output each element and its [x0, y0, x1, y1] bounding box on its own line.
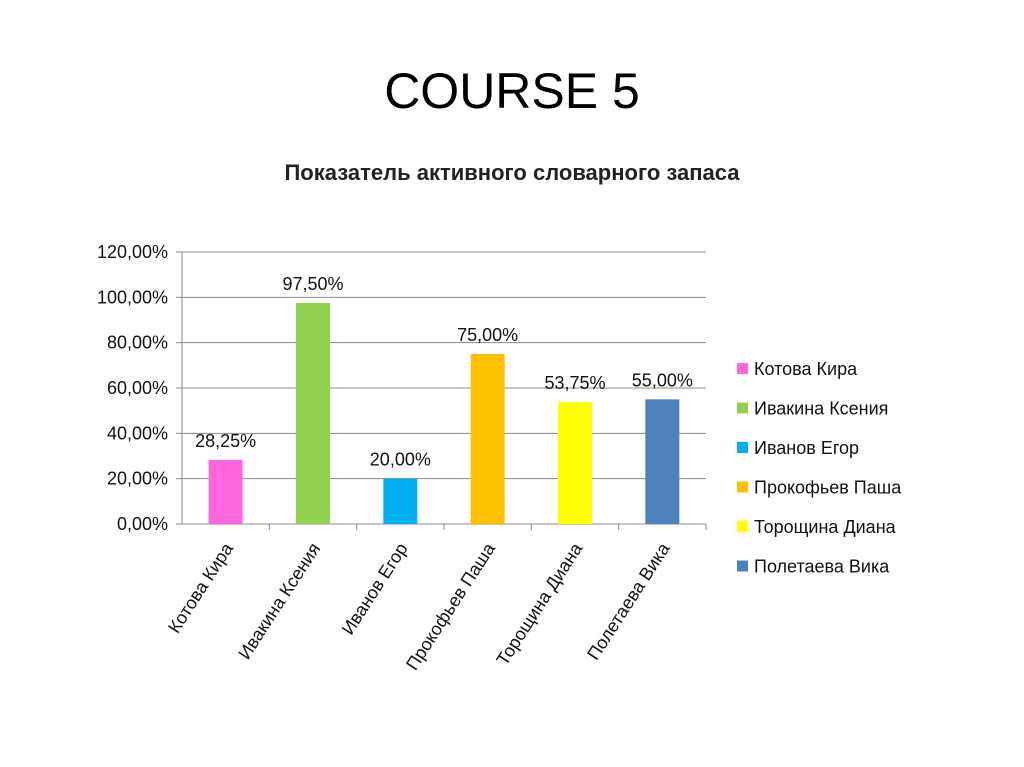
y-axis-ticks: 0,00% 20,00% 40,00% 60,00% 80,00% 100,00% 120,…	[97, 242, 182, 534]
y-tick-label: 20,00%	[107, 469, 168, 489]
y-tick-label: 40,00%	[107, 423, 168, 443]
legend-label: Котова Кира	[754, 359, 858, 379]
legend-label: Ивакина Ксения	[754, 399, 888, 419]
legend-swatch	[737, 560, 748, 572]
slide-title: COURSE 5	[384, 63, 640, 119]
x-category-label: Котова Кира	[164, 538, 237, 636]
bar	[208, 459, 243, 524]
x-category-label: Ивакина Ксения	[234, 539, 324, 663]
data-label: 53,75%	[544, 373, 605, 393]
data-labels: 28,25% 97,50% 20,00% 75,00% 53,75% 55,00%	[195, 274, 693, 470]
gridlines	[182, 251, 706, 480]
bar	[645, 399, 680, 524]
y-tick-label: 0,00%	[117, 514, 168, 534]
y-tick-label: 80,00%	[107, 333, 168, 353]
x-category-label: Иванов Егор	[338, 539, 412, 638]
data-label: 20,00%	[370, 450, 431, 470]
legend-label: Прокофьев Паша	[754, 478, 902, 498]
data-label: 97,50%	[282, 274, 343, 294]
data-label: 28,25%	[195, 431, 256, 451]
y-tick-label: 120,00%	[97, 242, 168, 262]
legend-swatch	[737, 521, 748, 532]
legend-label: Иванов Егор	[754, 438, 859, 458]
legend-label: Торощина Диана	[754, 517, 897, 537]
x-category-label: Торощина Диана	[492, 538, 586, 669]
x-category-label: Полетаева Вика	[583, 538, 674, 663]
bar	[383, 478, 418, 524]
bar	[470, 354, 505, 524]
data-label: 55,00%	[632, 370, 693, 390]
y-tick-label: 60,00%	[107, 378, 168, 398]
legend-swatch	[737, 481, 748, 493]
bar	[558, 402, 592, 524]
legend-swatch	[737, 363, 748, 374]
axes	[181, 252, 707, 530]
legend-swatch	[737, 402, 748, 414]
x-category-label: Прокофьев Паша	[402, 538, 499, 673]
bars	[208, 303, 680, 524]
legend-swatch	[737, 442, 748, 453]
data-label: 75,00%	[457, 325, 518, 345]
y-tick-label: 100,00%	[97, 287, 168, 307]
legend: Котова Кира Ивакина Ксения Иванов Егор Прок…	[737, 359, 902, 577]
legend-label: Полетаева Вика	[754, 557, 890, 577]
bar	[296, 303, 330, 524]
chart-title: Показатель активного словарного запаса	[284, 160, 740, 185]
